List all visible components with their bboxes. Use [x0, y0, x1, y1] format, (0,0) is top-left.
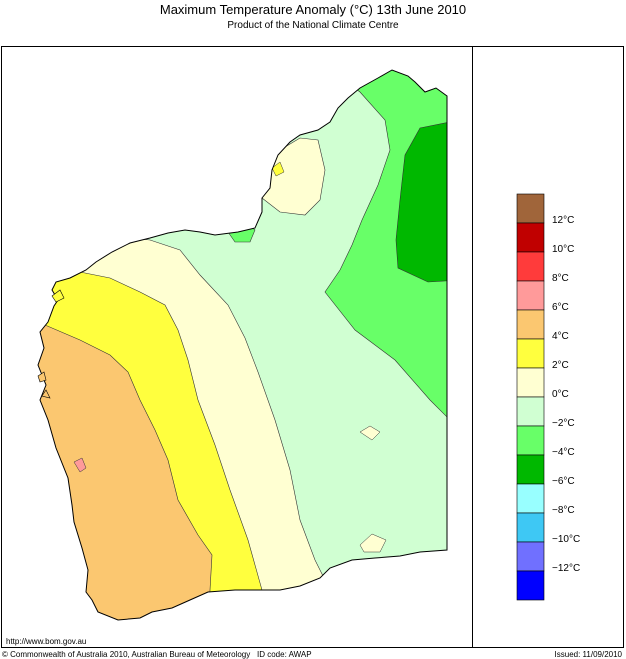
legend-swatch [516, 367, 545, 398]
legend-swatch [516, 541, 545, 572]
legend-swatch [516, 338, 545, 369]
legend-label: −8°C [552, 505, 575, 516]
legend-swatch [516, 193, 545, 224]
legend-label: 8°C [552, 273, 569, 284]
issued-date: Issued: 11/09/2010 [554, 650, 622, 659]
legend-swatch [516, 222, 545, 253]
legend-label: −10°C [552, 534, 581, 545]
map-frame [1, 46, 624, 648]
legend-label: 6°C [552, 302, 569, 313]
legend-swatch [516, 425, 545, 456]
copyright-text: © Commonwealth of Australia 2010, Austra… [2, 650, 251, 659]
legend-label: −12°C [552, 563, 581, 574]
legend-label: −2°C [552, 418, 575, 429]
legend-label: 12°C [552, 215, 575, 226]
legend-swatch [516, 309, 545, 340]
legend-label: −6°C [552, 476, 575, 487]
legend-swatch [516, 570, 545, 601]
legend-swatch [516, 396, 545, 427]
legend-label: 4°C [552, 331, 569, 342]
legend-swatch [516, 454, 545, 485]
legend-label: 2°C [552, 360, 569, 371]
legend-swatch [516, 512, 545, 543]
legend-swatch [516, 280, 545, 311]
legend-swatch [516, 483, 545, 514]
frame-divider [472, 46, 473, 648]
map-subtitle: Product of the National Climate Centre [227, 20, 399, 31]
map-title: Maximum Temperature Anomaly (°C) 13th Ju… [159, 2, 467, 17]
id-code: ID code: AWAP [257, 650, 312, 659]
legend-label: 10°C [552, 244, 575, 255]
legend-label: −4°C [552, 447, 575, 458]
source-url: http://www.bom.gov.au [6, 637, 87, 646]
legend-label: 0°C [552, 389, 569, 400]
legend-swatch [516, 251, 545, 282]
